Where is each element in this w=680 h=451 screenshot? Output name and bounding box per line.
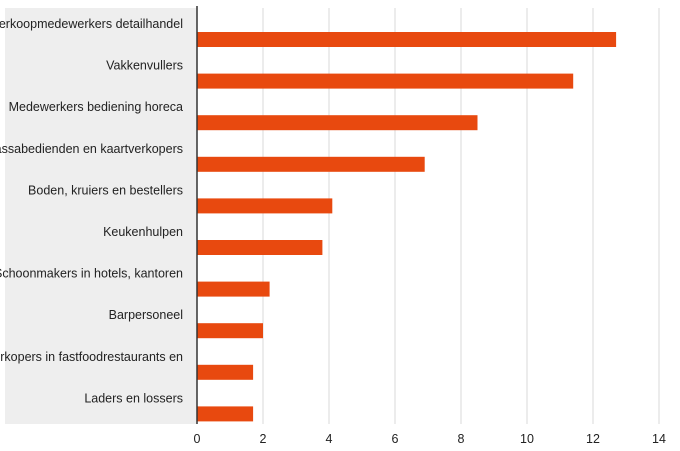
category-label: Barpersoneel	[109, 308, 183, 322]
category-label: Vakkenvullers	[106, 59, 183, 73]
x-tick-label: 8	[458, 432, 465, 446]
bar	[197, 240, 323, 255]
category-labels: Verkoopmedewerkers detailhandel Vakkenvul…	[0, 17, 183, 405]
bar	[197, 156, 425, 172]
x-axis-tick-labels: 0 2 4 6 8 10 12 14	[194, 432, 666, 446]
bar	[197, 281, 270, 297]
x-tick-label: 2	[260, 432, 267, 446]
category-label-band	[5, 8, 197, 424]
category-label: Verkoopmedewerkers detailhandel	[0, 17, 183, 31]
gridlines	[262, 8, 660, 424]
category-label: Verkopers in fastfoodrestaurants en	[0, 350, 183, 364]
category-label: Laders en lossers	[84, 391, 183, 405]
x-tick-label: 4	[326, 432, 333, 446]
bar	[197, 115, 478, 131]
bar	[197, 364, 254, 380]
category-label: Keukenhulpen	[103, 225, 183, 239]
category-label: Schoonmakers in hotels, kantoren	[0, 267, 183, 281]
x-tick-label: 10	[520, 432, 534, 446]
bar	[197, 406, 254, 422]
bar	[197, 73, 574, 89]
bar	[197, 323, 263, 339]
category-label: Medewerkers bediening horeca	[9, 100, 183, 114]
category-label: Kassabedienden en kaartverkopers	[0, 142, 183, 156]
x-tick-label: 14	[652, 432, 666, 446]
bar	[197, 198, 333, 214]
x-tick-label: 12	[586, 432, 600, 446]
x-tick-label: 6	[392, 432, 399, 446]
x-tick-label: 0	[194, 432, 201, 446]
bar	[197, 32, 617, 47]
category-label: Boden, kruiers en bestellers	[28, 183, 183, 197]
bars	[197, 32, 617, 422]
